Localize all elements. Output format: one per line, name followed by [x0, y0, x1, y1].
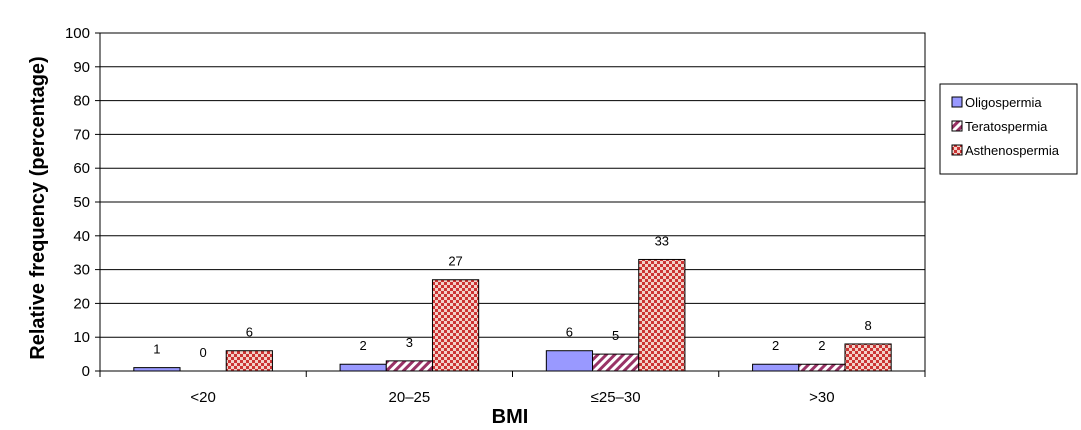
y-tick-label: 30: [73, 262, 90, 279]
bar-oligospermia: [339, 363, 387, 372]
y-tick-label: 50: [73, 194, 90, 211]
bar-teratospermia: [798, 363, 846, 372]
bar-asthenospermia: [431, 279, 480, 372]
legend-swatch-asthenospermia: [951, 144, 963, 156]
legend-box: [939, 83, 1078, 175]
x-tick-label: <20: [190, 389, 215, 406]
bar-oligospermia: [752, 363, 800, 372]
data-label: 1: [153, 342, 160, 357]
plot-area: 1 2 6 2 0 3 5 2 6 27 33 8: [99, 32, 926, 372]
x-tick-label: ≤25–30: [591, 389, 641, 406]
bar-teratospermia: [592, 353, 640, 372]
data-label: 27: [448, 254, 462, 269]
y-tick-label: 40: [73, 228, 90, 245]
y-tick-label: 0: [82, 363, 90, 380]
bar-oligospermia: [133, 367, 181, 372]
data-label: 2: [818, 338, 825, 353]
bar-asthenospermia: [225, 350, 273, 372]
y-tick-label: 80: [73, 93, 90, 110]
legend-label: Oligospermia: [965, 95, 1042, 110]
y-axis: 0 10 20 30 40 50 60 70 80 90 100: [65, 25, 100, 380]
data-label: 3: [406, 335, 413, 350]
y-tick-label: 10: [73, 329, 90, 346]
y-tick-label: 60: [73, 160, 90, 177]
data-label: 5: [612, 328, 619, 343]
data-label: 2: [772, 338, 779, 353]
bar-teratospermia: [385, 360, 433, 372]
data-labels: 1 2 6 2 0 3 5 2 6 27 33 8: [153, 233, 871, 360]
x-tick-label: 20–25: [389, 389, 431, 406]
bar-asthenospermia: [638, 258, 686, 372]
y-axis-title: Relative frequency (percentage): [27, 56, 49, 359]
y-tick-label: 100: [65, 25, 90, 42]
data-label: 6: [246, 325, 253, 340]
legend-swatch-teratospermia: [951, 120, 963, 132]
data-label: 8: [864, 318, 871, 333]
legend-label: Teratospermia: [965, 119, 1048, 134]
y-tick-label: 20: [73, 295, 90, 312]
bar-asthenospermia: [844, 343, 892, 372]
data-label: 6: [566, 325, 573, 340]
legend: Oligospermia Teratospermia Asthenospermia: [939, 83, 1078, 175]
data-label: 33: [655, 233, 669, 248]
gridlines: [100, 32, 925, 338]
legend-label: Asthenospermia: [965, 143, 1060, 158]
data-label: 0: [200, 345, 207, 360]
data-label: 2: [360, 338, 367, 353]
bar-oligospermia: [545, 350, 594, 372]
x-tick-label: >30: [809, 389, 834, 406]
y-tick-label: 70: [73, 126, 90, 143]
legend-swatch-oligospermia: [951, 96, 963, 108]
x-axis: <20 20–25 ≤25–30 >30: [99, 371, 926, 406]
y-tick-label: 90: [73, 59, 90, 76]
x-axis-title: BMI: [492, 406, 529, 428]
bars: [133, 258, 892, 372]
